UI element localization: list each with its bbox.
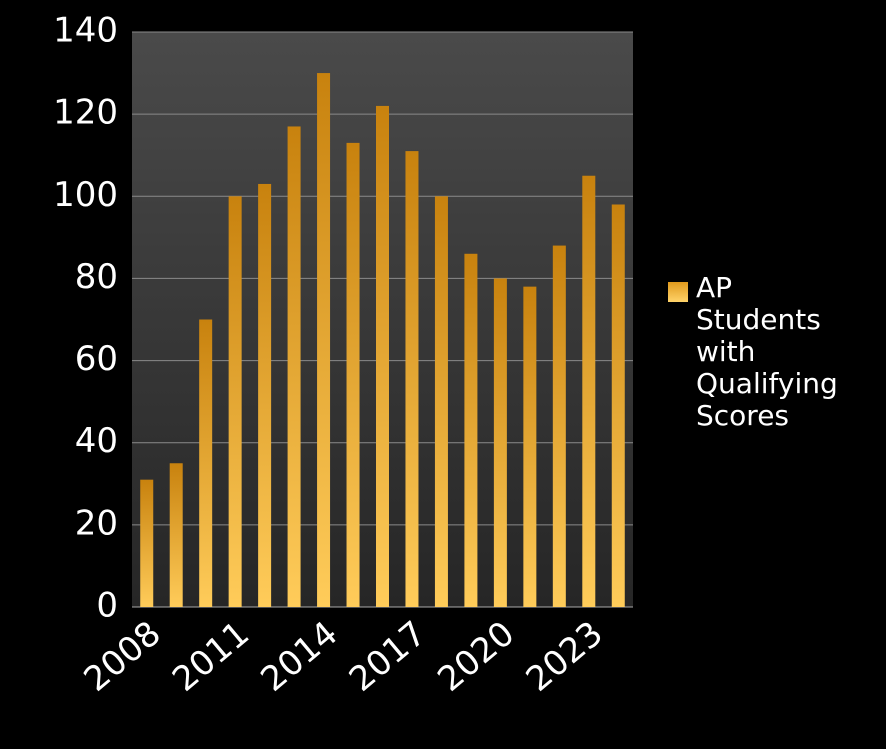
x-tick-label: 2023 — [519, 614, 611, 700]
x-tick-label: 2020 — [430, 614, 522, 700]
x-tick-label: 2008 — [77, 614, 169, 700]
bar — [199, 319, 213, 607]
bar — [493, 278, 507, 607]
bar — [376, 105, 389, 607]
bar — [405, 151, 419, 607]
bar — [552, 245, 566, 608]
y-tick-label: 120 — [53, 93, 118, 133]
bar — [317, 73, 331, 608]
y-tick-label: 80 — [75, 257, 118, 297]
bar — [523, 286, 537, 607]
x-tick-label: 2017 — [342, 614, 434, 700]
y-tick-label: 140 — [53, 11, 118, 51]
y-tick-label: 100 — [53, 175, 118, 215]
bar — [346, 142, 360, 607]
legend: AP Students with Qualifying Scores — [668, 272, 856, 432]
y-tick-label: 0 — [96, 586, 118, 626]
bar — [464, 253, 478, 608]
legend-swatch — [668, 282, 688, 302]
bar — [287, 126, 301, 607]
bar — [140, 479, 154, 607]
y-tick-label: 20 — [75, 503, 118, 543]
bar — [258, 183, 272, 607]
y-tick-label: 60 — [75, 339, 118, 379]
bar — [169, 463, 183, 607]
x-tick-label: 2011 — [165, 614, 257, 700]
y-tick-label: 40 — [75, 421, 118, 461]
legend-label: AP Students with Qualifying Scores — [696, 271, 838, 432]
x-tick-label: 2014 — [253, 614, 345, 700]
bar — [611, 204, 625, 607]
bar — [582, 175, 596, 607]
bar — [228, 196, 242, 608]
bar — [434, 196, 448, 608]
